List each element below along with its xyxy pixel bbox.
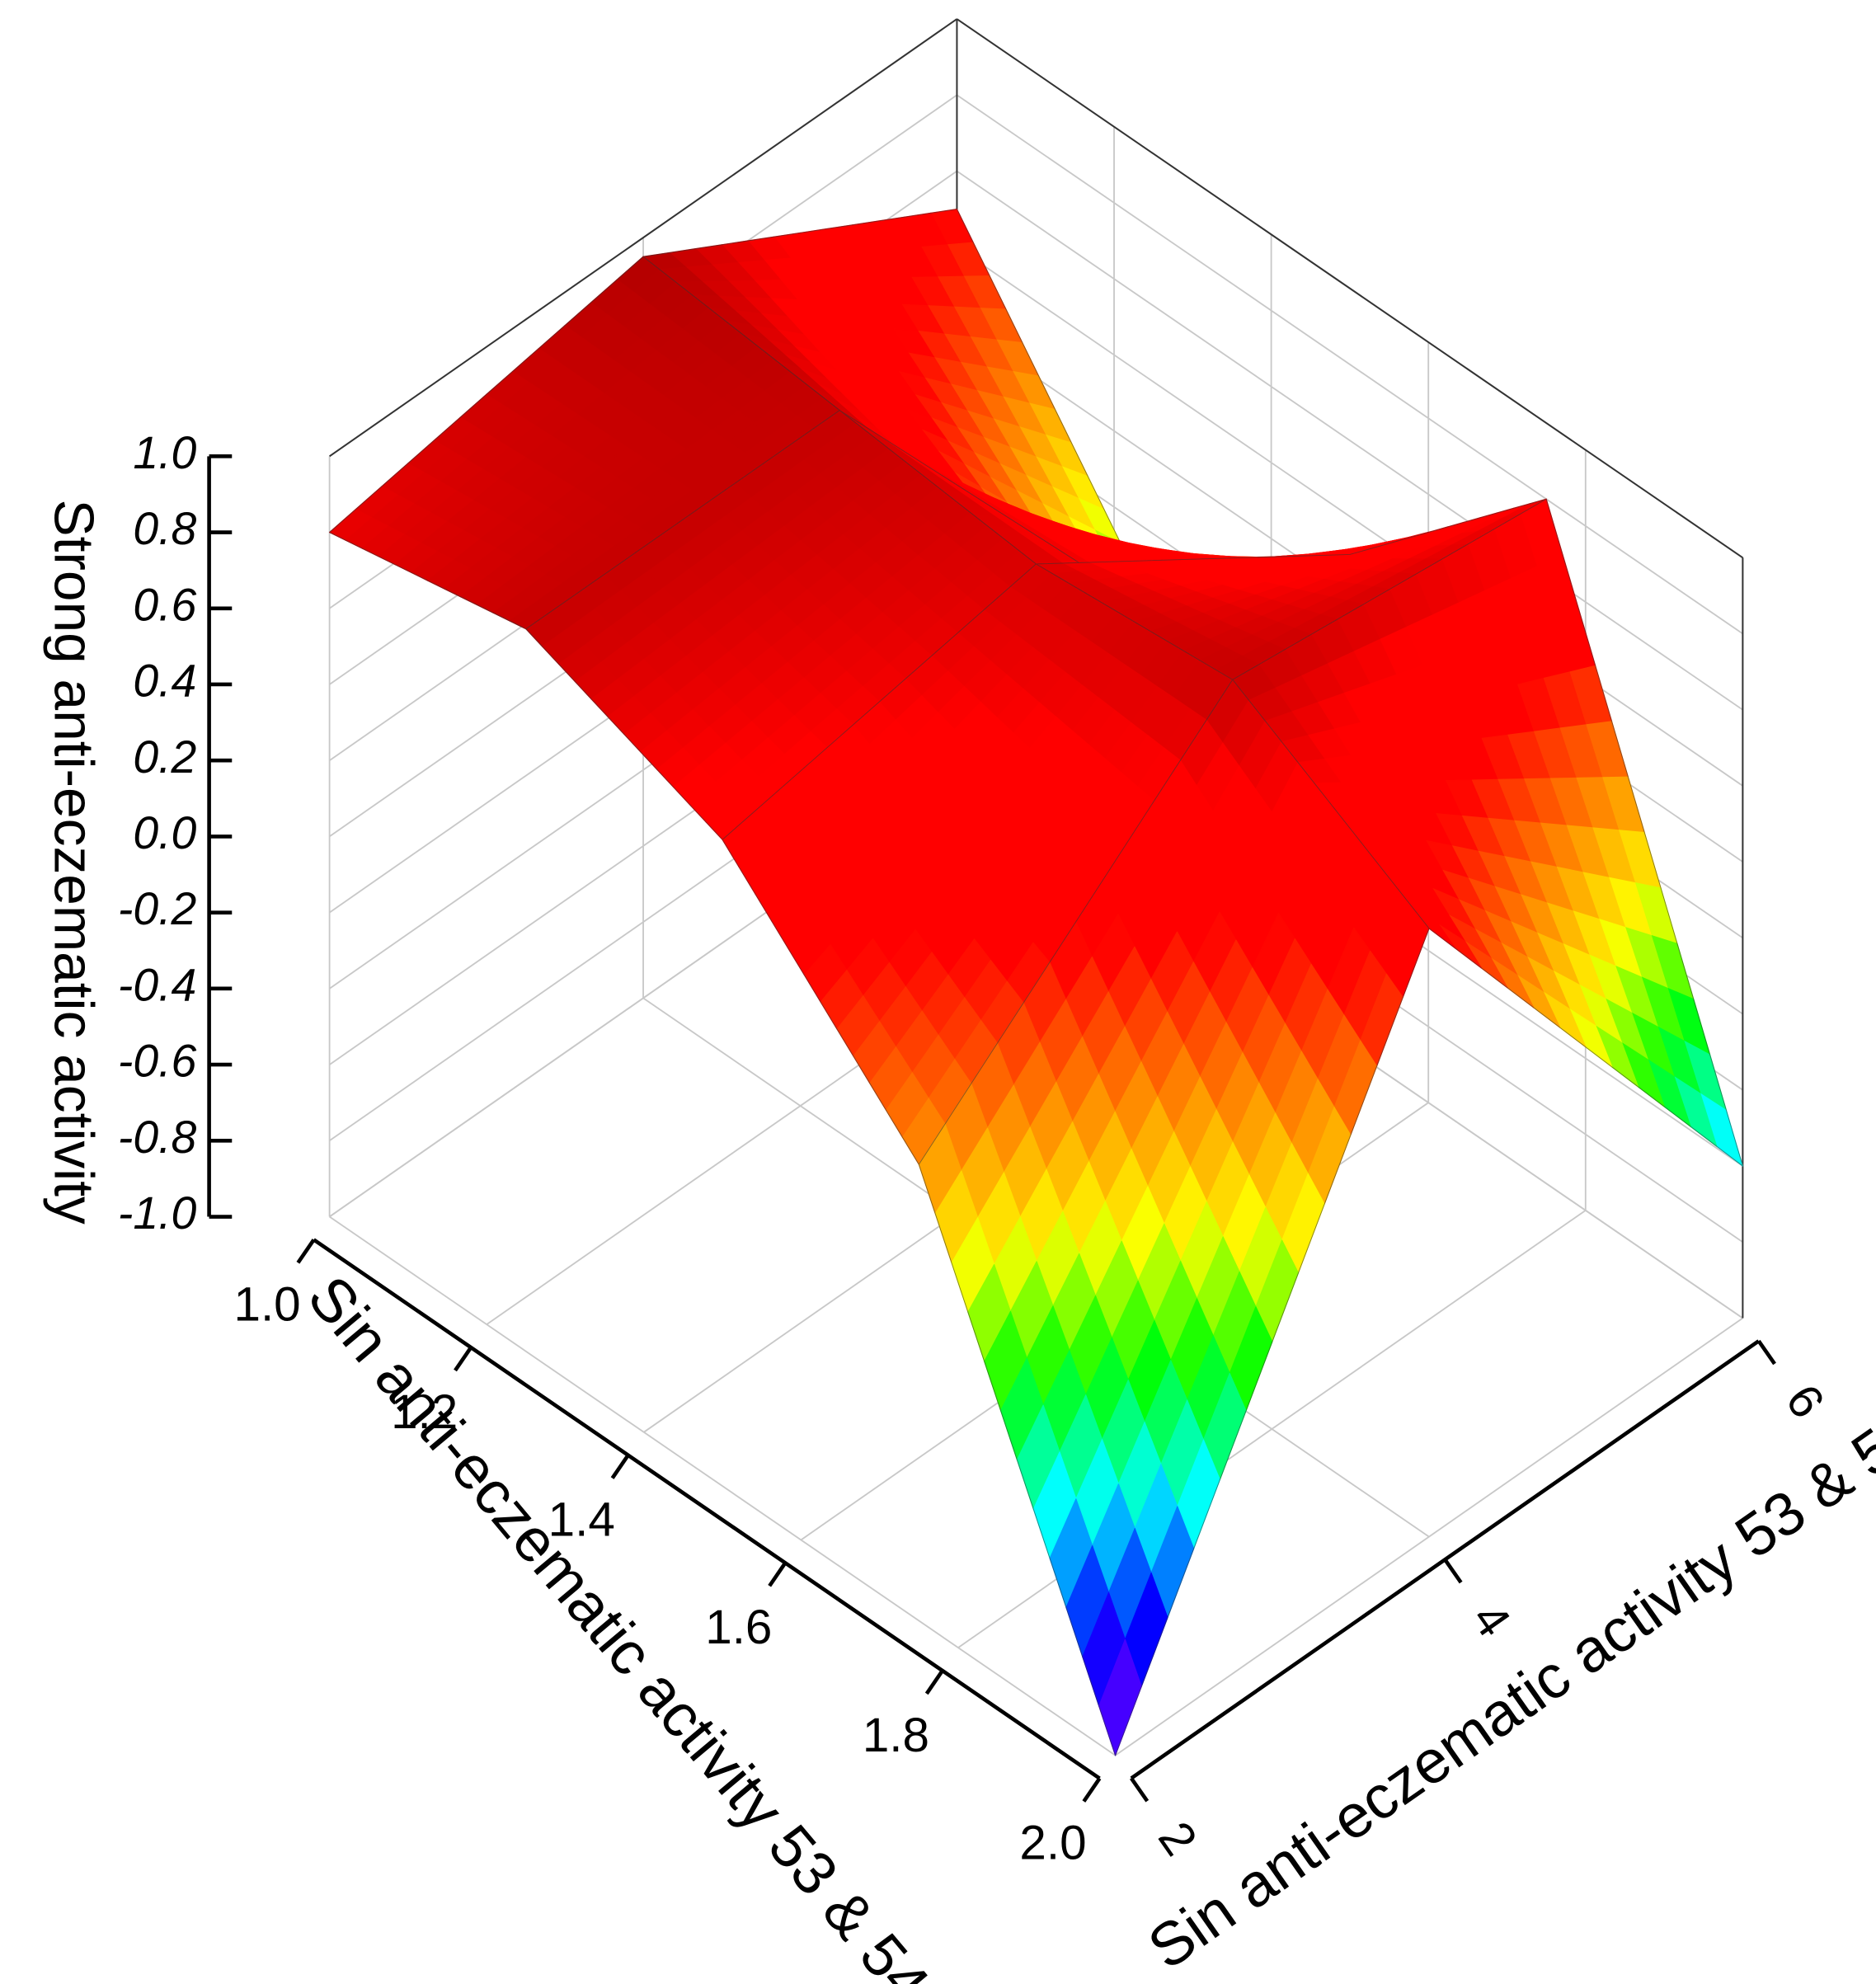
- x-tick-label: 1.2: [391, 1385, 458, 1439]
- surface-cell: [918, 679, 1430, 1757]
- x-tick: [610, 1454, 630, 1479]
- x-tick: [768, 1562, 788, 1587]
- z-tick-label: -0.4: [118, 959, 196, 1010]
- x-axis: [313, 1238, 1101, 1780]
- x-tick: [924, 1669, 944, 1695]
- surface-cell: [328, 256, 841, 630]
- x-tick-label: 1.6: [705, 1601, 772, 1654]
- grid-line: [329, 1215, 1117, 1756]
- z-tick-label: 1.0: [133, 427, 196, 478]
- surface-cell: [1232, 498, 1744, 1168]
- z-tick-label: 0.0: [133, 807, 196, 858]
- x-tick-label: 1.4: [548, 1493, 615, 1547]
- z-tick-label: 0.6: [133, 579, 196, 630]
- cell-outline: [918, 679, 1430, 1757]
- z-tick-label: -0.2: [118, 883, 196, 934]
- plot-area: -1.0 -0.8 -0.6 -0.4 -0.2 0.0 0.2 0.4 0.6 0.8 1.0 St…: [43, 18, 1876, 1984]
- surface-cell: [525, 409, 1037, 840]
- grid-line: [956, 170, 1743, 711]
- z-axis-title: Strong anti-eczematic activity: [43, 500, 105, 1225]
- x-tick: [454, 1346, 473, 1372]
- z-tick-label: -0.8: [118, 1112, 197, 1163]
- z-tick-label: -1.0: [118, 1187, 197, 1239]
- surface-cell: [1034, 498, 1547, 680]
- x-tick: [1082, 1777, 1102, 1803]
- x-tick: [296, 1239, 316, 1264]
- z-tick-label: 0.8: [133, 503, 196, 554]
- z-tick-label: 0.4: [133, 656, 196, 707]
- y-tick: [1443, 1559, 1463, 1584]
- x-axis-title: Sin anti-eczematic activity 53 & 54: [295, 1263, 943, 1984]
- grid-line: [956, 246, 1743, 787]
- surface-cell: [722, 563, 1234, 1165]
- y-tick-label: 2: [1148, 1812, 1207, 1865]
- x-tick-label: 2.0: [1019, 1816, 1086, 1869]
- x-tick-label: 1.0: [233, 1277, 300, 1331]
- y-tick: [1756, 1339, 1776, 1366]
- x-tick-label: 1.8: [863, 1709, 929, 1762]
- z-tick-label: 0.2: [133, 731, 196, 783]
- box-edge: [329, 18, 958, 458]
- z-tick-label: -0.6: [118, 1036, 197, 1087]
- y-tick-label: 6: [1775, 1375, 1835, 1428]
- box-edge: [956, 18, 1743, 559]
- grid-line: [1115, 1317, 1743, 1756]
- y-tick-label: 4: [1461, 1594, 1521, 1647]
- grid-line: [956, 94, 1743, 635]
- y-tick: [1130, 1777, 1150, 1803]
- surface-cell: [642, 208, 1154, 611]
